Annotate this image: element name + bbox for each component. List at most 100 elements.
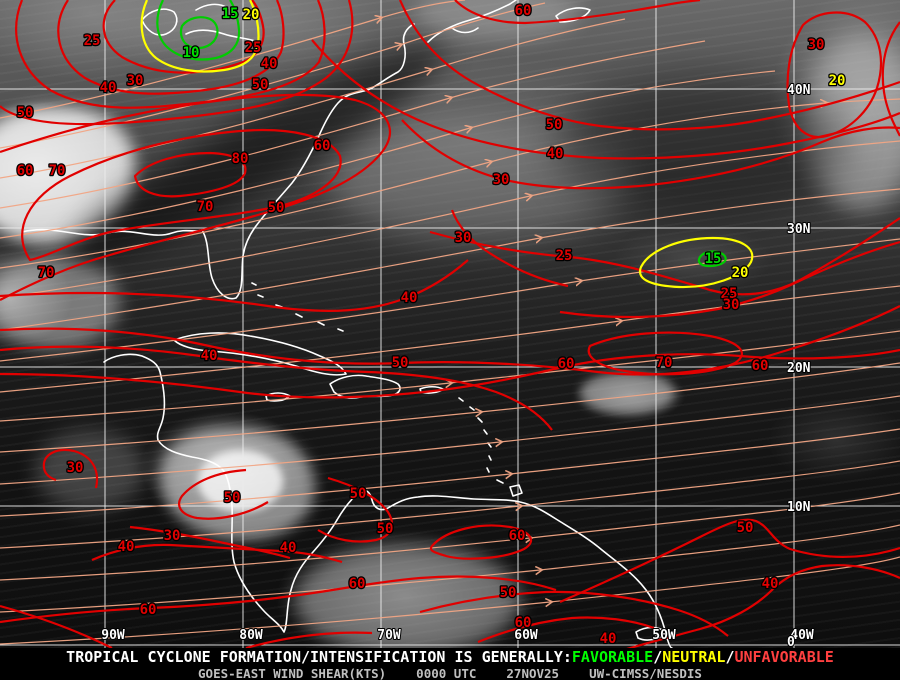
shear-value-label: 60 <box>140 602 157 618</box>
latitude-label: 30N <box>787 222 811 237</box>
shear-contour-red <box>42 448 99 489</box>
streamline <box>0 285 900 393</box>
shear-contour-red <box>429 524 533 560</box>
valid-time: 0000 UTC <box>416 665 477 680</box>
longitude-label: 80W <box>239 628 263 643</box>
shear-contour-red <box>0 93 391 301</box>
shear-contour-green <box>156 0 241 61</box>
shear-value-label: 40 <box>762 576 779 592</box>
shear-contour-yellow <box>140 0 260 73</box>
shear-value-label: 30 <box>493 172 510 188</box>
product-name: GOES-EAST WIND SHEAR(KTS) <box>198 665 387 680</box>
shear-value-label: 40 <box>547 146 564 162</box>
shear-value-label: 60 <box>17 163 34 179</box>
streamline <box>0 330 900 422</box>
shear-value-label: 50 <box>377 521 394 537</box>
shear-value-label: 25 <box>84 33 101 49</box>
latitude-label: 0 <box>787 635 795 648</box>
shear-value-label: 50 <box>224 490 241 506</box>
shear-value-label: 60 <box>349 576 366 592</box>
separator: / <box>653 648 663 666</box>
latitude-label: 20N <box>787 361 811 376</box>
coastline <box>173 332 347 376</box>
longitude-label: 70W <box>377 628 401 643</box>
shear-contour-red <box>450 209 569 288</box>
streamline <box>0 188 900 331</box>
shear-value-label: 20 <box>829 73 846 89</box>
longitude-label: 60W <box>514 628 538 643</box>
shear-value-label: 15 <box>705 251 722 267</box>
credit-line: GOES-EAST WIND SHEAR(KTS) 0000 UTC 27NOV… <box>0 666 900 680</box>
shear-contour-yellow <box>638 236 754 289</box>
shear-value-label: 30 <box>723 297 740 313</box>
shear-value-label: 40 <box>100 80 117 96</box>
unfavorable-label: UNFAVORABLE <box>734 648 834 666</box>
shear-contour-red <box>0 259 469 312</box>
coastline <box>336 489 673 648</box>
shear-contour-red <box>559 518 900 604</box>
coastline <box>251 282 344 332</box>
streamline <box>0 98 900 269</box>
shear-contour-red <box>419 590 729 637</box>
shear-contour-red <box>477 616 655 644</box>
shear-contour-green <box>697 250 727 268</box>
shear-contour-red <box>245 631 373 648</box>
shear-contour-red <box>401 119 900 190</box>
shear-value-label: 50 <box>350 486 367 502</box>
streamline <box>0 395 900 485</box>
shear-value-label: 25 <box>556 248 573 264</box>
shear-value-label: 10 <box>183 45 200 61</box>
shear-value-label: 25 <box>245 40 262 56</box>
shear-value-label: 30 <box>67 460 84 476</box>
shear-value-label: 50 <box>268 200 285 216</box>
streamline <box>0 492 900 581</box>
shear-contour-red <box>102 0 265 74</box>
streamline <box>0 428 900 517</box>
shear-value-label: 30 <box>127 73 144 89</box>
latitude-label: 40N <box>787 83 811 98</box>
shear-contour-red <box>0 575 557 624</box>
shear-value-label: 60 <box>314 138 331 154</box>
shear-contour-red <box>0 348 900 399</box>
shear-value-label: 30 <box>808 37 825 53</box>
coastline <box>21 23 415 300</box>
streamline <box>0 140 900 299</box>
shear-contour-red <box>626 564 900 648</box>
formation-statement: TROPICAL CYCLONE FORMATION/INTENSIFICATI… <box>0 648 900 666</box>
shear-contour-red <box>587 331 743 376</box>
shear-contour-red <box>129 525 291 560</box>
shear-contour-red <box>454 0 701 25</box>
streamline <box>0 362 900 453</box>
streamline <box>0 40 706 209</box>
shear-contour-red <box>786 11 883 139</box>
shear-value-label: 50 <box>500 585 517 601</box>
shear-value-label: 50 <box>737 520 754 536</box>
shear-value-label: 30 <box>455 230 472 246</box>
shear-contour-red <box>57 0 285 95</box>
shear-value-label: 25 <box>721 286 738 302</box>
shear-value-label: 20 <box>732 265 749 281</box>
shear-contour-red <box>398 0 900 131</box>
shear-value-label: 50 <box>392 355 409 371</box>
shear-value-label: 70 <box>49 163 66 179</box>
coastline <box>427 0 517 43</box>
shear-value-label: 60 <box>558 356 575 372</box>
coastline <box>509 484 523 497</box>
shear-value-label: 15 <box>222 6 239 22</box>
shear-value-label: 30 <box>164 528 181 544</box>
coastline <box>635 626 667 641</box>
caption-bar: TROPICAL CYCLONE FORMATION/INTENSIFICATI… <box>0 648 900 680</box>
shear-value-label: 40 <box>118 539 135 555</box>
shear-value-label: 60 <box>752 358 769 374</box>
shear-contour-red <box>178 468 269 520</box>
shear-value-label: 40 <box>261 56 278 72</box>
shear-contour-red <box>881 21 900 137</box>
coastline <box>451 27 479 34</box>
shear-value-label: 70 <box>656 355 673 371</box>
coastline <box>458 397 504 484</box>
shear-value-label: 70 <box>197 199 214 215</box>
shear-value-label: 80 <box>232 151 249 167</box>
streamline <box>0 18 626 179</box>
agency-credit: UW-CIMSS/NESDIS <box>589 665 702 680</box>
shear-value-label: 50 <box>252 77 269 93</box>
